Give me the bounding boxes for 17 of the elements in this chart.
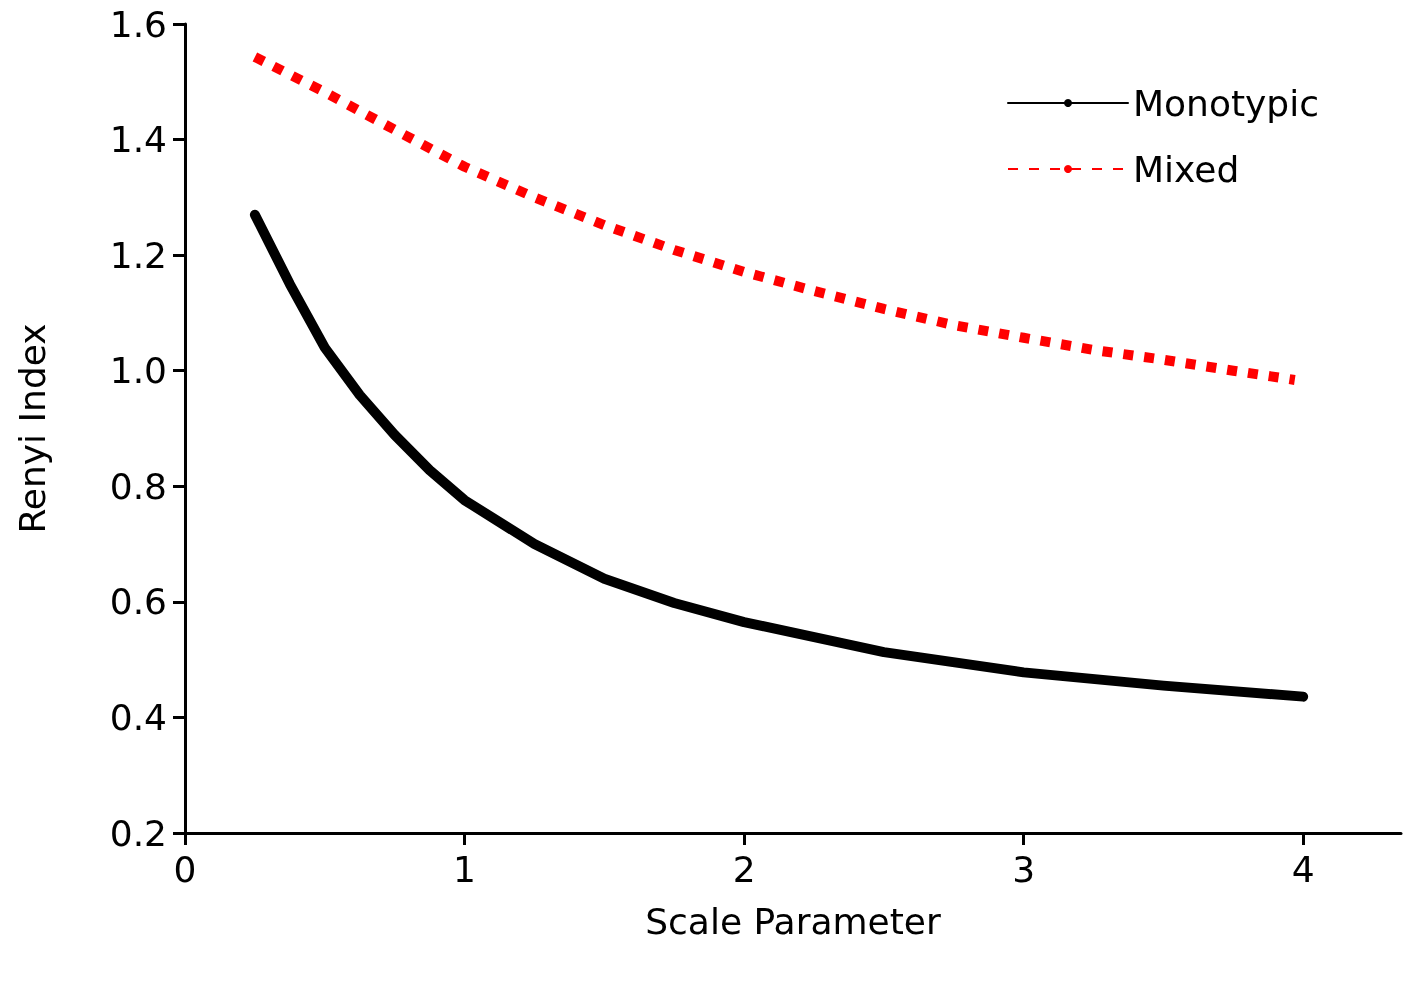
y-tick-label: 1.2: [109, 234, 167, 276]
y-tick-label: 0.6: [109, 581, 167, 623]
y-tick-label: 0.8: [109, 465, 167, 507]
legend-label: Monotypic: [1133, 82, 1320, 124]
y-axis-title: Renyi Index: [11, 323, 53, 534]
x-tick-label: 1: [453, 848, 476, 890]
x-tick-label: 2: [732, 848, 756, 890]
x-axis-title: Scale Parameter: [645, 900, 941, 942]
y-tick-label: 0.4: [109, 696, 167, 738]
y-tick-label: 1.0: [109, 350, 167, 392]
legend-label: Mixed: [1133, 148, 1240, 190]
y-tick-label: 1.4: [109, 119, 167, 161]
y-tick-label: 1.6: [109, 3, 167, 45]
x-tick-label: 0: [173, 848, 197, 890]
x-tick-label: 4: [1291, 848, 1315, 890]
x-tick-label: 3: [1012, 848, 1036, 890]
y-tick-label: 0.2: [109, 812, 167, 854]
